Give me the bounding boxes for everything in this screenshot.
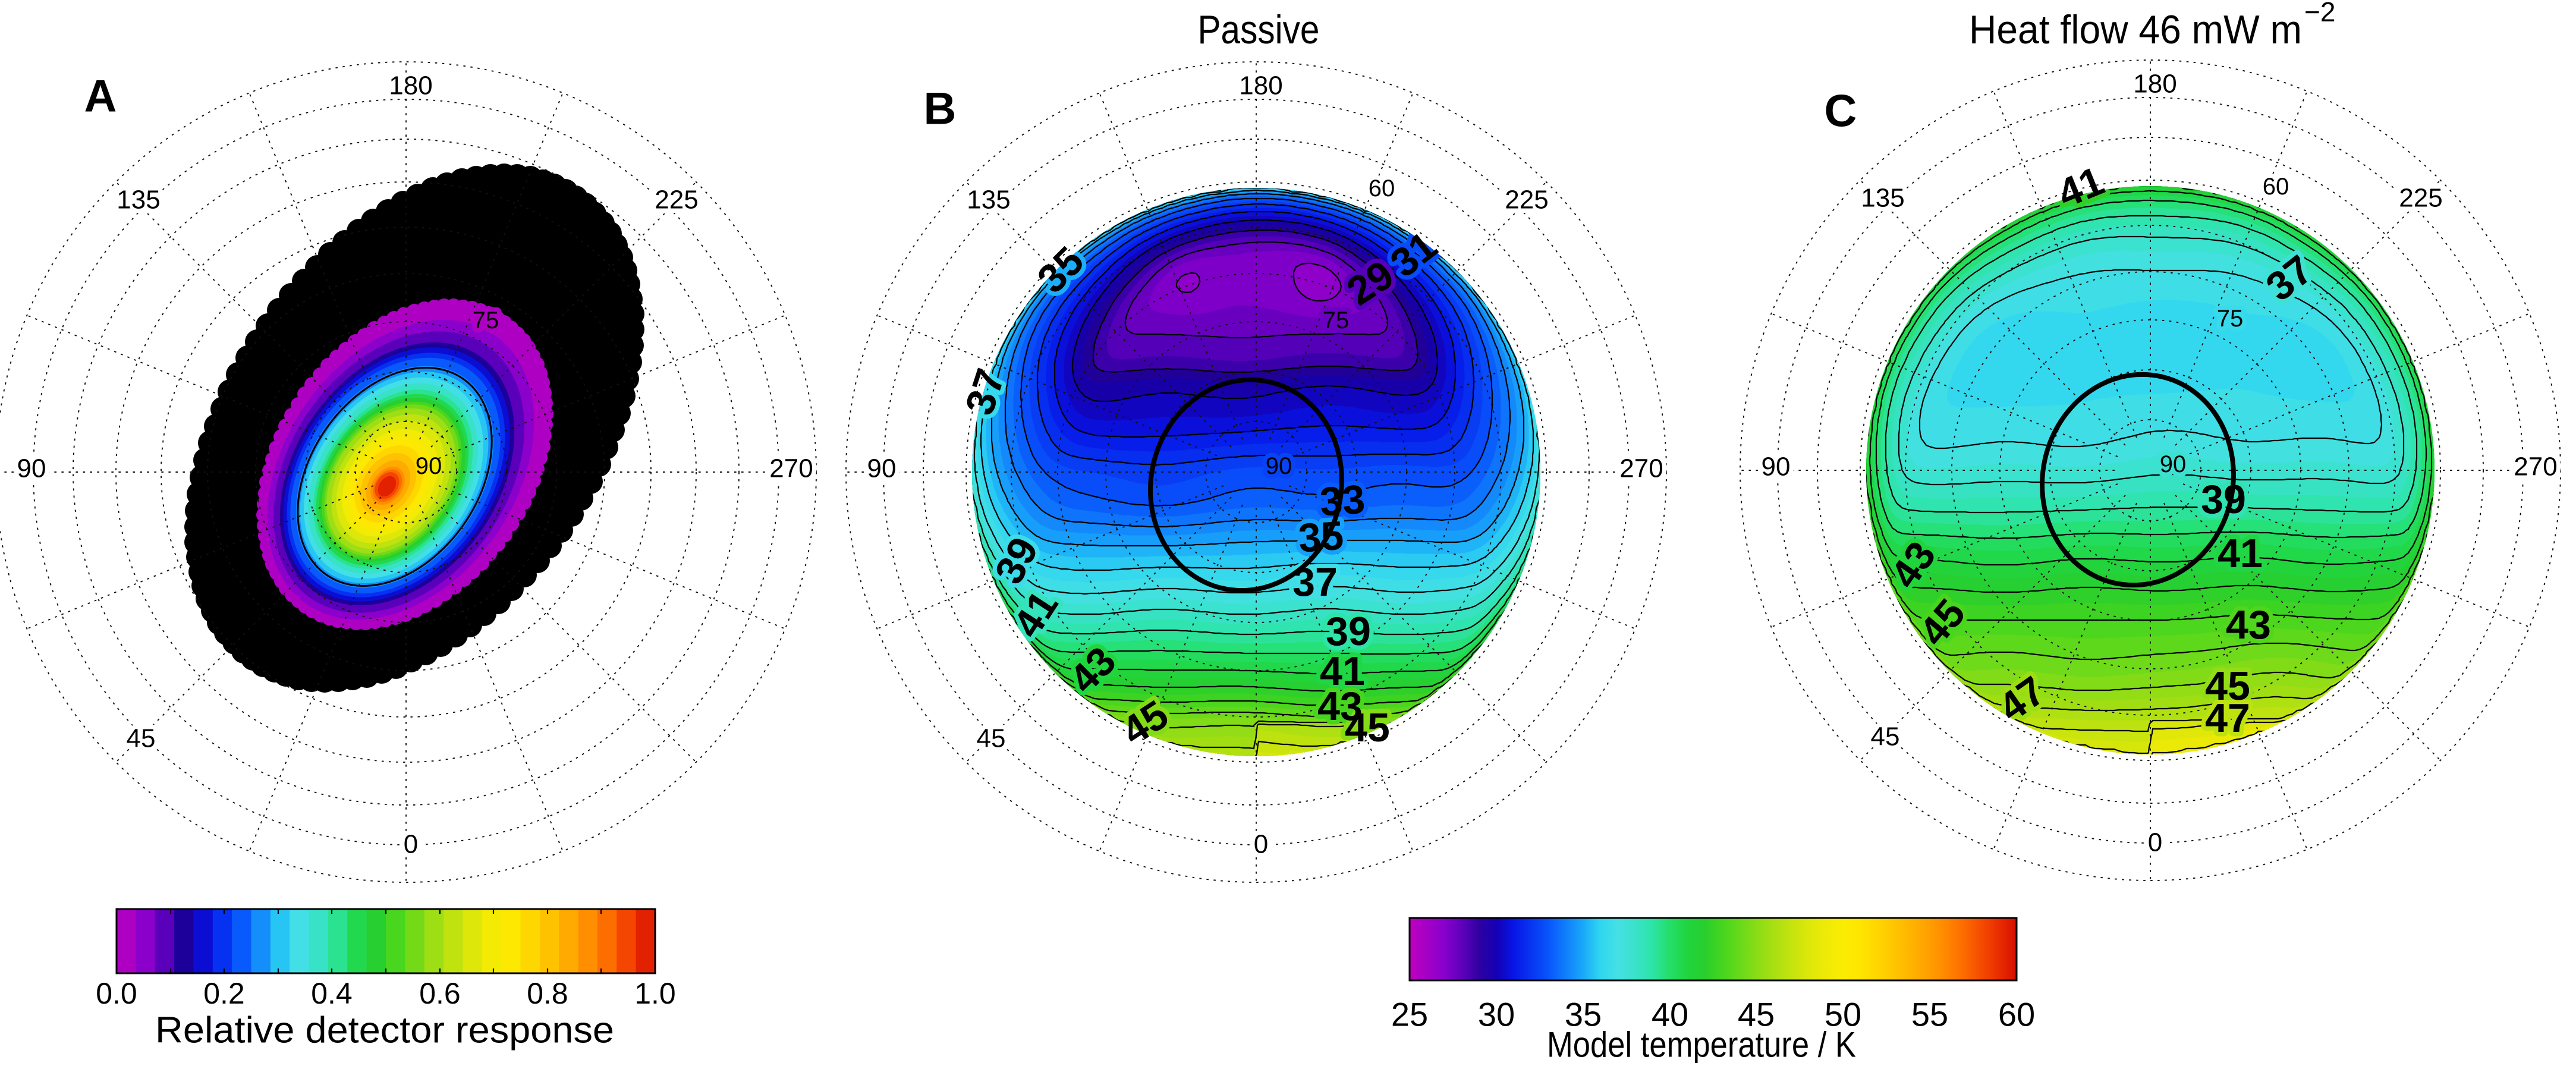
svg-text:0.8: 0.8 (527, 977, 568, 1010)
svg-text:41: 41 (1320, 649, 1365, 694)
svg-text:43: 43 (1317, 684, 1363, 729)
svg-text:39: 39 (1326, 609, 1371, 654)
svg-text:75: 75 (473, 307, 499, 334)
svg-text:35: 35 (1297, 512, 1345, 561)
svg-text:90: 90 (17, 454, 46, 483)
svg-text:0: 0 (1254, 830, 1268, 859)
svg-text:0.4: 0.4 (311, 977, 353, 1010)
svg-text:35: 35 (1565, 996, 1602, 1033)
svg-text:0.6: 0.6 (419, 977, 461, 1010)
svg-text:25: 25 (1391, 996, 1428, 1033)
svg-text:45: 45 (1345, 705, 1390, 750)
svg-text:35: 35 (1297, 512, 1345, 561)
svg-text:135: 135 (117, 185, 160, 215)
svg-text:47: 47 (2205, 696, 2250, 741)
svg-text:45: 45 (1871, 722, 1900, 751)
svg-text:90: 90 (1762, 452, 1791, 482)
svg-text:90: 90 (2160, 451, 2187, 477)
svg-text:Model temperature / K: Model temperature / K (1547, 1025, 1856, 1064)
svg-text:0: 0 (2148, 828, 2162, 857)
svg-text:0: 0 (404, 830, 418, 859)
svg-text:60: 60 (1369, 175, 1395, 202)
svg-text:37: 37 (1292, 559, 1338, 605)
svg-text:1.0: 1.0 (634, 977, 676, 1010)
svg-text:60: 60 (2263, 174, 2289, 200)
svg-text:45: 45 (1738, 996, 1775, 1033)
svg-text:45: 45 (977, 724, 1006, 753)
svg-text:75: 75 (2217, 306, 2244, 332)
svg-text:135: 135 (1861, 184, 1904, 213)
svg-text:90: 90 (1266, 453, 1292, 479)
svg-text:41: 41 (2218, 531, 2263, 576)
svg-text:270: 270 (2514, 452, 2557, 482)
svg-text:180: 180 (1239, 71, 1282, 100)
svg-text:39: 39 (2201, 477, 2246, 522)
svg-text:Heat flow 46 mW m: Heat flow 46 mW m (1969, 7, 2302, 52)
svg-text:A: A (84, 71, 117, 122)
svg-text:45: 45 (127, 724, 156, 753)
svg-text:0.2: 0.2 (203, 977, 245, 1010)
svg-text:B: B (924, 84, 957, 134)
svg-text:43: 43 (1317, 684, 1363, 729)
svg-text:90: 90 (867, 454, 897, 483)
svg-text:40: 40 (1652, 996, 1688, 1033)
svg-text:225: 225 (2399, 184, 2442, 213)
svg-text:225: 225 (1505, 185, 1548, 215)
svg-text:180: 180 (389, 71, 432, 100)
svg-text:135: 135 (967, 185, 1010, 215)
svg-text:37: 37 (1292, 559, 1338, 605)
svg-text:30: 30 (1478, 996, 1515, 1033)
svg-text:41: 41 (2218, 531, 2263, 576)
svg-text:33: 33 (1319, 476, 1367, 524)
svg-text:0.0: 0.0 (96, 977, 137, 1010)
svg-text:47: 47 (2205, 696, 2250, 741)
svg-text:Passive: Passive (1198, 7, 1320, 52)
svg-text:45: 45 (2205, 664, 2250, 709)
svg-text:180: 180 (2133, 70, 2176, 99)
svg-text:43: 43 (2226, 602, 2271, 647)
svg-text:Relative detector response: Relative detector response (155, 1010, 614, 1051)
svg-text:270: 270 (769, 454, 813, 483)
svg-text:43: 43 (2226, 602, 2271, 647)
svg-text:90: 90 (416, 453, 442, 479)
svg-text:45: 45 (2205, 664, 2250, 709)
svg-text:55: 55 (1911, 996, 1948, 1033)
svg-text:41: 41 (1320, 649, 1365, 694)
svg-text:60: 60 (1998, 996, 2035, 1033)
svg-text:50: 50 (1825, 996, 1861, 1033)
svg-text:C: C (1825, 86, 1857, 137)
svg-text:39: 39 (1326, 609, 1371, 654)
svg-text:75: 75 (1323, 307, 1350, 334)
svg-text:−2: −2 (2304, 0, 2335, 27)
svg-text:270: 270 (1619, 454, 1663, 483)
svg-text:225: 225 (655, 185, 698, 215)
